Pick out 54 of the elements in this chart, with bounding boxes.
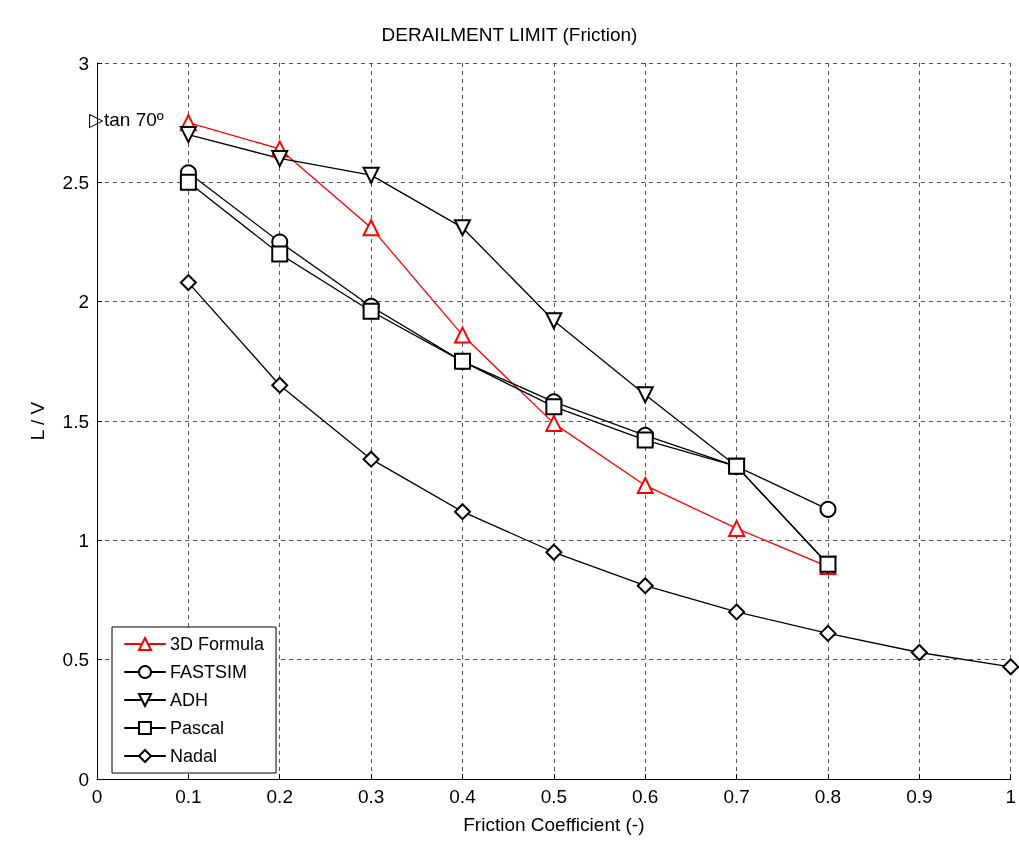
x-tick-label: 1 (1005, 786, 1017, 807)
point (819, 624, 837, 642)
y-tick-label: 2.5 (62, 171, 89, 193)
point (362, 302, 380, 320)
x-tick-label: 0.9 (906, 786, 933, 807)
legend-label: FASTSIM (170, 662, 248, 682)
legend-label: Pascal (170, 718, 225, 738)
point (271, 245, 289, 263)
point (179, 173, 197, 191)
legend-label: Nadal (170, 746, 218, 766)
x-tick-label: 0.8 (814, 786, 842, 807)
point (636, 577, 654, 595)
point (362, 219, 380, 237)
point (819, 500, 837, 518)
x-tick-label: 0.6 (632, 786, 659, 807)
point (636, 476, 654, 494)
point (1002, 658, 1019, 676)
legend-label: 3D Formula (170, 634, 266, 654)
legend-label: ADH (170, 690, 209, 710)
point (362, 166, 380, 184)
y-tick-label: 0 (78, 768, 89, 790)
y-tick-label: 1.5 (62, 410, 89, 432)
y-tick-label: 3 (78, 52, 89, 74)
y-tick-label: 2 (78, 291, 89, 313)
point (179, 126, 197, 144)
x-tick-label: 0 (91, 786, 103, 807)
point (271, 376, 289, 394)
point (545, 398, 563, 416)
x-axis-title: Friction Coefficient (-) (463, 814, 645, 835)
x-tick-label: 0.5 (540, 786, 568, 807)
x-tick-label: 0.2 (266, 786, 293, 807)
x-tick-label: 0.3 (357, 786, 385, 807)
point (179, 274, 197, 292)
point (453, 326, 471, 344)
point (453, 503, 471, 521)
point (728, 519, 746, 537)
point (545, 543, 563, 561)
point (271, 149, 289, 167)
point (545, 312, 563, 330)
point (636, 386, 654, 404)
point (453, 219, 471, 237)
point (910, 644, 928, 662)
x-tick-label: 0.1 (175, 786, 202, 807)
chart-title: DERAILMENT LIMIT (Friction) (381, 24, 638, 45)
y-tick-label: 0.5 (62, 649, 89, 671)
point (545, 414, 563, 432)
point (636, 431, 654, 449)
x-tick-label: 0.7 (723, 786, 750, 807)
y-tick-label: 1 (78, 529, 89, 551)
point (362, 450, 380, 468)
y-axis-title: L / V (27, 401, 48, 441)
point (728, 603, 746, 621)
point (453, 352, 471, 370)
x-tick-label: 0.4 (449, 786, 477, 807)
